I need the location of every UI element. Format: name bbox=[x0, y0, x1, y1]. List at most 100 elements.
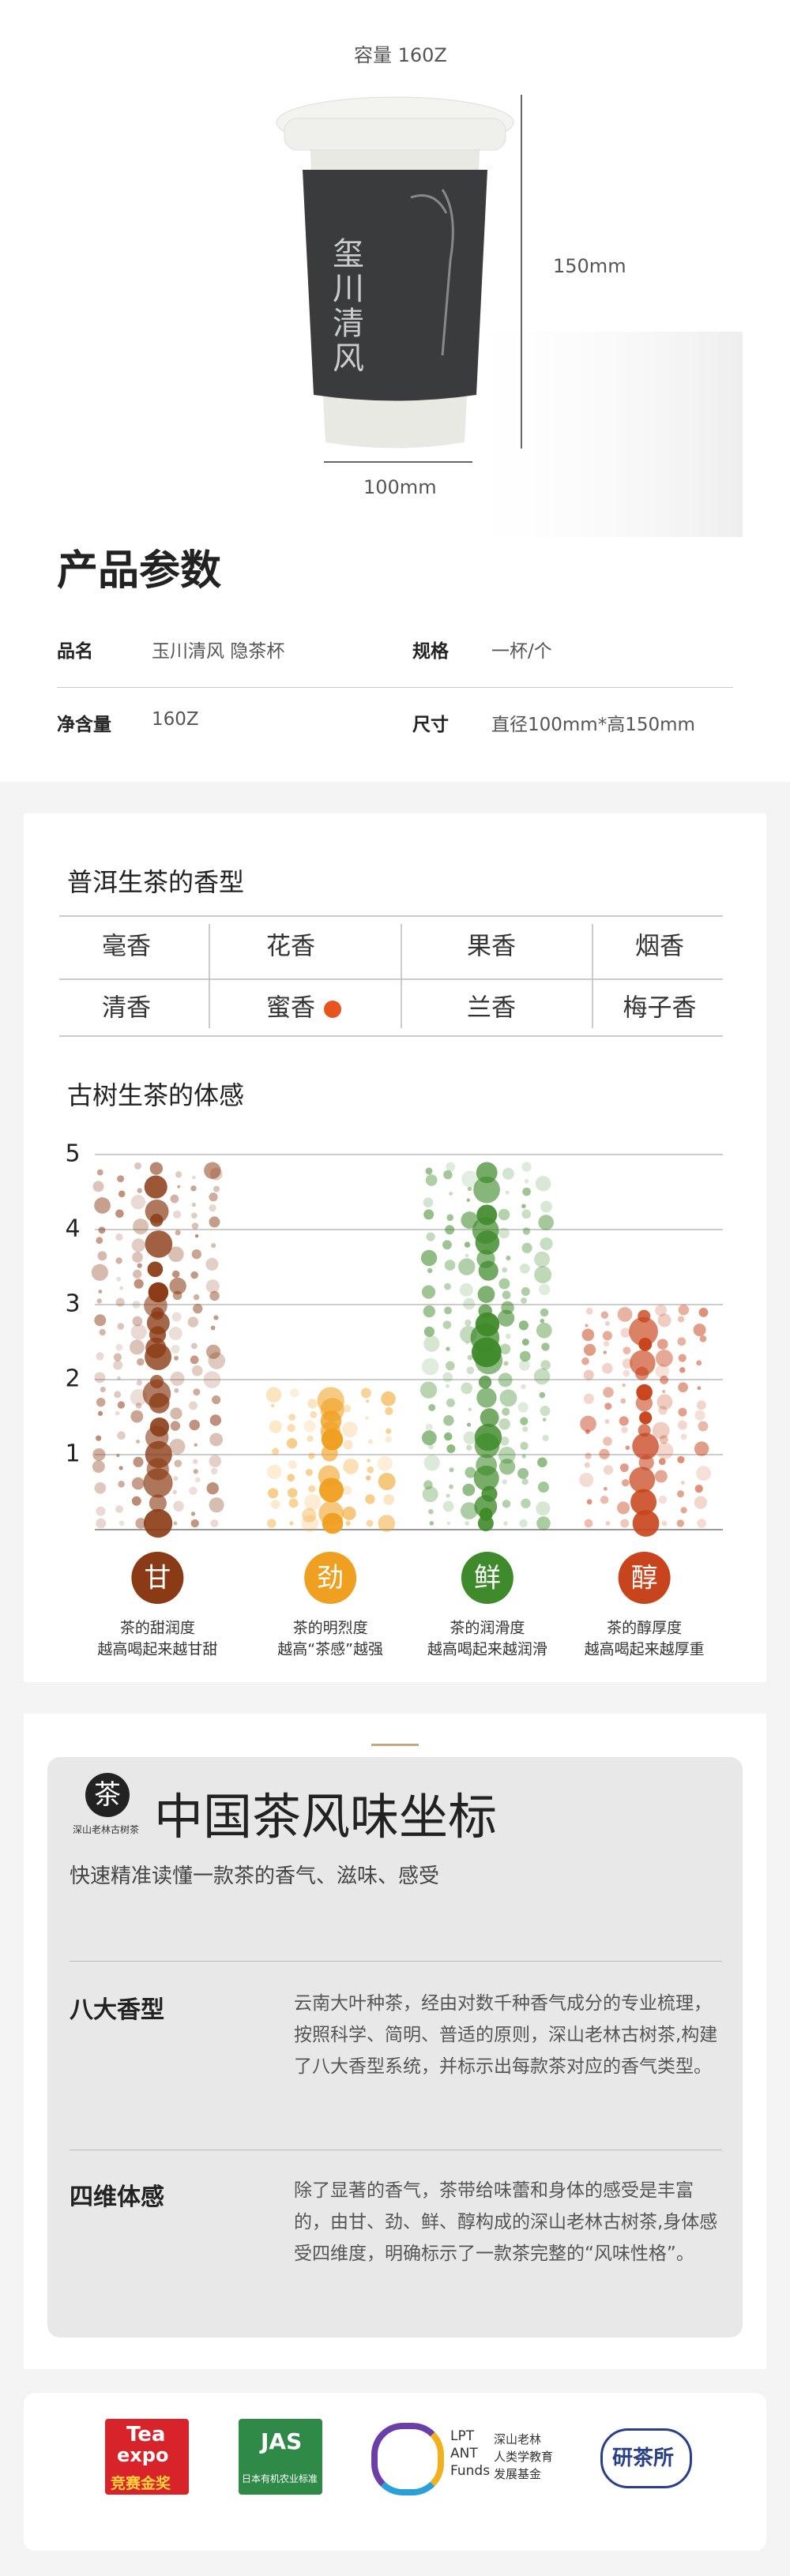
bubble bbox=[498, 1227, 510, 1239]
bubble bbox=[521, 1384, 526, 1390]
bubble bbox=[603, 1465, 614, 1475]
bubble bbox=[446, 1361, 455, 1371]
bubble bbox=[133, 1219, 149, 1235]
bubble bbox=[603, 1436, 612, 1446]
bubble bbox=[115, 1297, 125, 1307]
bubble bbox=[542, 1418, 547, 1422]
bubble bbox=[428, 1508, 434, 1515]
params-title: 产品参数 bbox=[57, 547, 222, 595]
logo-mark: 茶 bbox=[85, 1773, 130, 1817]
bubble bbox=[96, 1237, 103, 1245]
bubble bbox=[134, 1279, 144, 1289]
bubble bbox=[534, 1266, 552, 1284]
bubble bbox=[168, 1327, 182, 1341]
bubble bbox=[208, 1352, 226, 1369]
bubble bbox=[383, 1494, 395, 1505]
bubble bbox=[472, 1217, 499, 1244]
bubble bbox=[476, 1162, 498, 1184]
bubble bbox=[681, 1481, 685, 1485]
bubble bbox=[94, 1372, 106, 1384]
bubble bbox=[130, 1324, 147, 1340]
bubble bbox=[499, 1343, 511, 1355]
bubble bbox=[113, 1360, 123, 1370]
bubble bbox=[536, 1322, 552, 1339]
bubble bbox=[540, 1308, 549, 1317]
cup-sleeve bbox=[303, 170, 487, 401]
bubble bbox=[193, 1469, 198, 1474]
bubble bbox=[189, 1486, 198, 1496]
bubble bbox=[622, 1478, 630, 1487]
bubble bbox=[499, 1389, 517, 1407]
bubble bbox=[519, 1350, 531, 1362]
bubble bbox=[342, 1485, 352, 1495]
bubble bbox=[446, 1521, 451, 1526]
shadow bbox=[442, 332, 743, 537]
bubble bbox=[636, 1384, 653, 1401]
bubble bbox=[465, 1253, 469, 1258]
bubble bbox=[521, 1498, 531, 1508]
bubble bbox=[170, 1194, 179, 1204]
bubble bbox=[605, 1521, 611, 1526]
bubble bbox=[521, 1204, 526, 1209]
bubble bbox=[170, 1371, 185, 1386]
param-value: 直径100mm*高150mm bbox=[491, 715, 695, 735]
bubble bbox=[425, 1174, 438, 1186]
bubble bbox=[307, 1435, 314, 1442]
bubble bbox=[446, 1444, 456, 1454]
bubble bbox=[210, 1325, 216, 1331]
bubble bbox=[443, 1432, 453, 1441]
bubble bbox=[428, 1404, 436, 1411]
bubble bbox=[461, 1382, 473, 1395]
bubble bbox=[190, 1519, 199, 1528]
separator bbox=[70, 1961, 722, 1962]
bubble bbox=[173, 1521, 178, 1526]
sleeve-art bbox=[410, 189, 454, 356]
y-tick-label: 3 bbox=[65, 1290, 80, 1318]
bubble bbox=[476, 1204, 498, 1226]
bubble bbox=[459, 1283, 473, 1297]
item-heading: 八大香型 bbox=[70, 1996, 164, 2024]
bubble bbox=[147, 1261, 164, 1278]
bubble bbox=[585, 1452, 592, 1459]
bubble bbox=[658, 1458, 666, 1466]
bubble bbox=[137, 1188, 142, 1193]
bubble bbox=[540, 1318, 545, 1324]
bubble bbox=[94, 1481, 107, 1494]
bubble bbox=[466, 1422, 472, 1427]
bubble bbox=[443, 1414, 454, 1426]
bubble bbox=[419, 1381, 438, 1399]
bubble bbox=[517, 1467, 529, 1479]
bubble-column bbox=[91, 1162, 226, 1538]
bubble bbox=[288, 1414, 296, 1421]
bubble bbox=[144, 1175, 167, 1199]
bubble bbox=[498, 1208, 510, 1221]
bubble bbox=[462, 1483, 476, 1496]
bubble bbox=[173, 1476, 179, 1481]
bubble bbox=[115, 1505, 123, 1514]
category-badge bbox=[461, 1552, 514, 1604]
bubble bbox=[421, 1430, 437, 1446]
bubble bbox=[98, 1290, 103, 1294]
bubble bbox=[136, 1439, 141, 1444]
bubble bbox=[365, 1494, 375, 1504]
bubble bbox=[212, 1395, 221, 1405]
bubble bbox=[308, 1485, 316, 1493]
bubble bbox=[97, 1251, 107, 1261]
bubble bbox=[270, 1500, 280, 1509]
bubble bbox=[92, 1460, 105, 1474]
bubble bbox=[502, 1479, 508, 1485]
bubble bbox=[625, 1445, 630, 1451]
bubble bbox=[658, 1495, 668, 1504]
y-tick-label: 4 bbox=[65, 1215, 80, 1243]
bubble bbox=[170, 1421, 181, 1431]
row-line bbox=[57, 687, 733, 688]
bubble bbox=[377, 1455, 393, 1471]
bubble bbox=[539, 1391, 546, 1399]
bubble bbox=[630, 1350, 656, 1376]
category-label: 劲 bbox=[317, 1563, 344, 1594]
bubble bbox=[480, 1408, 499, 1428]
bubble bbox=[600, 1495, 609, 1504]
bubble bbox=[696, 1400, 706, 1410]
bubble bbox=[622, 1383, 626, 1388]
